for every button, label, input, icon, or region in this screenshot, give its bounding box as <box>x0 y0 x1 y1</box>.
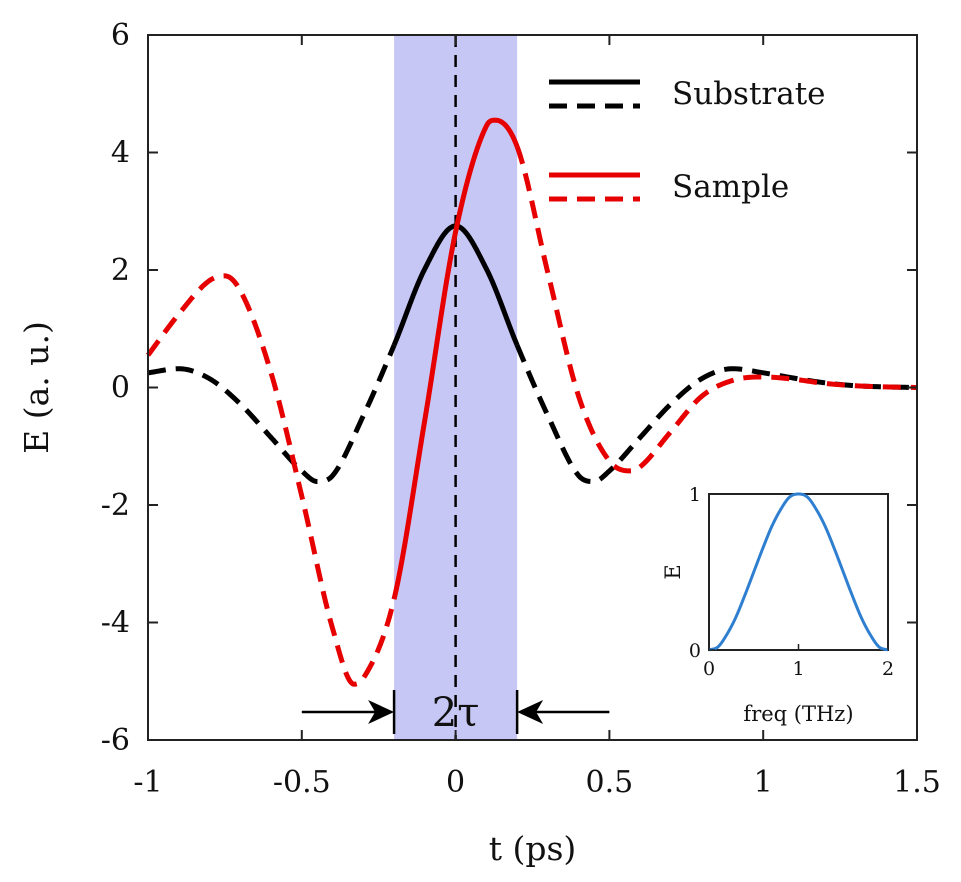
x-tick-label: 0.5 <box>586 765 634 800</box>
inset-y-tick-label: 0 <box>689 640 701 662</box>
series-substrate-dashed-left <box>147 344 397 484</box>
arrow-left-head <box>368 700 395 724</box>
inset-axis-labels: freq (THz) E <box>661 564 854 726</box>
y-tick-label: 2 <box>111 253 130 288</box>
inset-y-axis-title: E <box>661 564 685 579</box>
series-sample-solid <box>391 117 520 600</box>
series-sample-dashed-right <box>514 145 918 474</box>
inset-y-tick-label: 1 <box>689 484 701 506</box>
y-tick-label: -6 <box>101 723 130 758</box>
window-annotation: 2τ <box>301 690 610 736</box>
inset-x-tick-label: 2 <box>882 658 894 680</box>
y-tick-label: -2 <box>101 488 130 523</box>
main-axis-labels: t (ps) E (a. u.) <box>17 321 576 868</box>
legend-label-substrate: Substrate <box>672 76 826 112</box>
series-substrate-dashed-right <box>514 344 918 484</box>
y-tick-label: -4 <box>101 606 130 641</box>
legend-label-sample: Sample <box>672 169 789 205</box>
inset-x-tick-label: 1 <box>792 658 804 680</box>
inset-x-tick-label: 0 <box>703 658 715 680</box>
x-tick-label: 0 <box>446 765 465 800</box>
x-tick-label: -0.5 <box>273 765 331 800</box>
main-plot: -1 -0.5 0 0.5 1 1.5 -6 -4 -2 0 2 4 6 <box>101 18 941 800</box>
x-tick-label: 1.5 <box>893 765 941 800</box>
y-tick-label: 6 <box>111 18 130 53</box>
y-tick-label: 0 <box>111 371 130 406</box>
arrow-right-head <box>517 700 544 724</box>
x-axis-title: t (ps) <box>489 829 577 868</box>
series-sample-dashed-left <box>145 273 397 687</box>
inset-plot: 0 1 2 0 1 <box>689 484 894 680</box>
x-tick-label: -1 <box>133 765 162 800</box>
inset-series-line <box>708 492 889 652</box>
legend: Substrate Sample <box>549 76 826 205</box>
window-width-label: 2τ <box>432 690 480 736</box>
inset-frame <box>708 493 889 651</box>
y-tick-label: 4 <box>111 136 130 171</box>
y-axis-title: E (a. u.) <box>17 321 56 454</box>
x-tick-label: 1 <box>754 765 773 800</box>
inset-x-axis-title: freq (THz) <box>743 702 853 726</box>
